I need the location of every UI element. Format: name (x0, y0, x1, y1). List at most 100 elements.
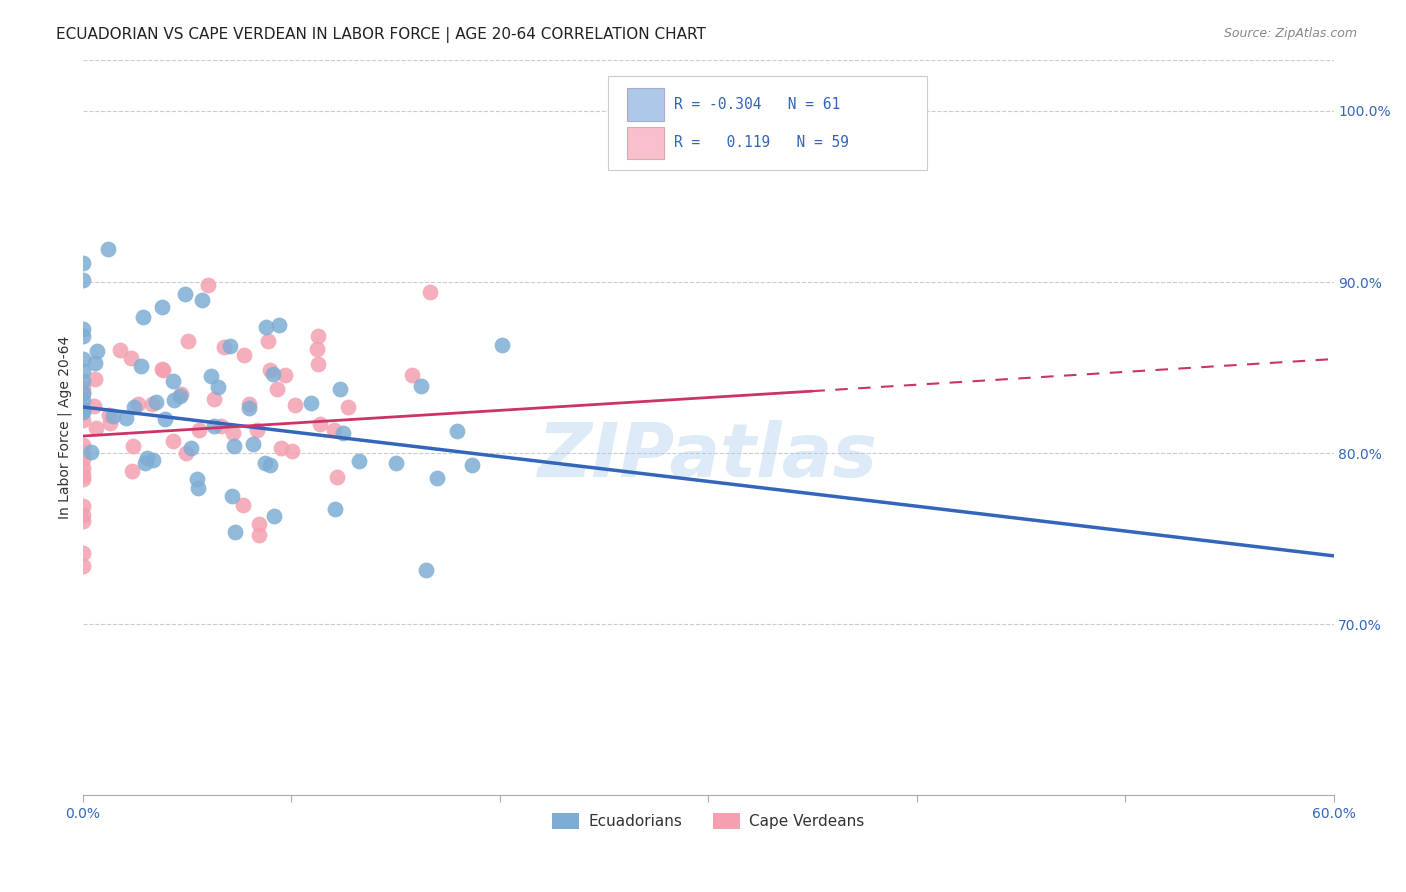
Point (461, 458, 484, 473)
Point (384, 456, 406, 470)
Point (72, 468, 94, 483)
Point (124, 400, 146, 414)
Point (72, 392, 94, 407)
Point (115, 411, 138, 425)
Point (72, 381, 94, 395)
Point (72, 273, 94, 287)
Point (419, 285, 441, 300)
Point (299, 396, 322, 410)
Point (242, 437, 264, 451)
Point (266, 382, 288, 396)
Point (72, 401, 94, 416)
Point (72, 558, 94, 573)
Point (72, 444, 94, 458)
Point (72, 514, 94, 528)
Point (246, 423, 269, 437)
Point (188, 423, 211, 437)
Point (174, 446, 197, 460)
Point (207, 379, 229, 393)
Point (72, 386, 94, 401)
Point (72, 452, 94, 467)
Point (191, 293, 214, 308)
Point (84, 421, 107, 435)
Point (141, 397, 163, 411)
Point (401, 368, 423, 382)
Point (72, 374, 94, 388)
Point (305, 342, 328, 356)
Point (131, 310, 153, 325)
Point (110, 343, 132, 358)
Point (323, 423, 346, 437)
Point (273, 368, 295, 383)
Point (202, 418, 225, 433)
Point (325, 470, 347, 484)
Point (120, 351, 142, 365)
Point (262, 367, 284, 381)
Point (153, 412, 176, 426)
Point (136, 450, 159, 465)
Legend: Ecuadorians, Cape Verdeans: Ecuadorians, Cape Verdeans (546, 807, 870, 836)
Point (72, 321, 94, 335)
Point (72, 413, 94, 427)
Point (323, 501, 346, 516)
Point (72, 438, 94, 452)
Point (72, 461, 94, 475)
Point (150, 361, 173, 376)
Text: R = -0.304   N = 61: R = -0.304 N = 61 (675, 97, 841, 112)
Point (281, 444, 304, 458)
Point (238, 401, 260, 416)
Point (415, 563, 437, 577)
Point (72, 508, 94, 523)
Point (254, 320, 277, 334)
Point (259, 363, 281, 377)
Point (218, 339, 240, 353)
Point (200, 368, 222, 383)
Point (84, 356, 107, 370)
Point (72, 472, 94, 486)
Point (97, 242, 120, 256)
Point (222, 426, 245, 441)
Point (491, 338, 513, 352)
Point (267, 318, 290, 333)
Point (211, 418, 233, 433)
Text: ZIPatlas: ZIPatlas (538, 420, 879, 493)
Bar (627, 88, 665, 120)
Point (202, 392, 225, 406)
Point (254, 456, 277, 470)
Point (129, 359, 152, 373)
Point (247, 528, 270, 542)
Point (173, 287, 195, 301)
Point (233, 348, 256, 362)
Point (72, 500, 94, 514)
Point (307, 357, 329, 371)
Point (332, 426, 354, 441)
Point (309, 417, 332, 431)
Point (337, 400, 360, 414)
Point (72, 386, 94, 401)
Y-axis label: In Labor Force | Age 20-64: In Labor Force | Age 20-64 (58, 336, 72, 519)
Point (162, 434, 184, 448)
Point (411, 379, 433, 393)
Point (232, 498, 254, 512)
Point (162, 374, 184, 388)
Point (270, 441, 292, 455)
Text: R =   0.119   N = 59: R = 0.119 N = 59 (675, 136, 849, 150)
Point (86, 343, 108, 358)
Point (212, 341, 235, 355)
Point (101, 409, 124, 423)
Point (197, 278, 219, 293)
Point (134, 456, 156, 470)
Point (79, 445, 101, 459)
Point (263, 509, 285, 524)
Point (221, 489, 243, 503)
Point (163, 392, 186, 407)
Point (222, 439, 245, 453)
Point (122, 439, 145, 453)
Point (72, 546, 94, 560)
Text: ECUADORIAN VS CAPE VERDEAN IN LABOR FORCE | AGE 20-64 CORRELATION CHART: ECUADORIAN VS CAPE VERDEAN IN LABOR FORC… (56, 27, 706, 43)
Point (187, 481, 209, 495)
Point (83, 399, 105, 413)
Point (446, 424, 468, 438)
Point (238, 397, 260, 411)
Point (98, 416, 121, 430)
